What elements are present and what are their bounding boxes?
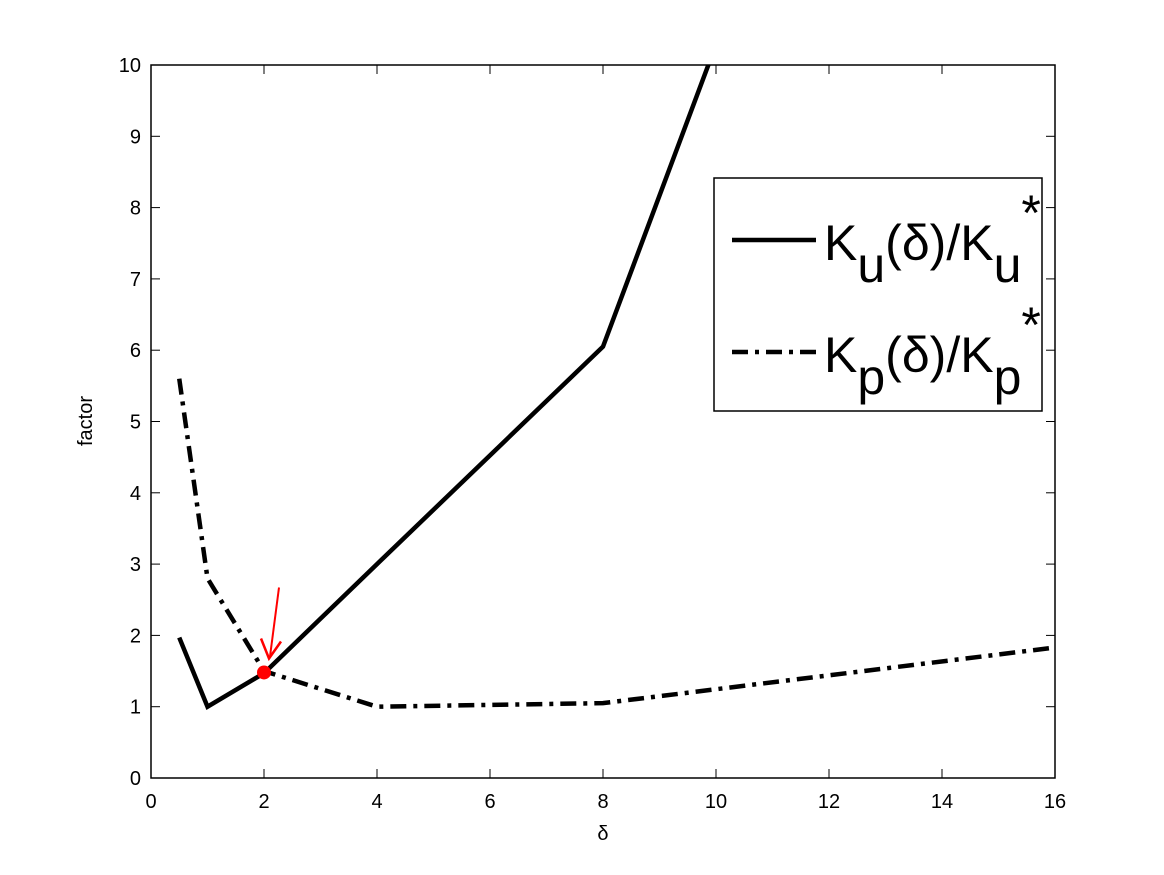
y-tick-label: 10 <box>119 55 141 77</box>
x-tick-label: 12 <box>818 791 840 813</box>
y-tick-label: 5 <box>130 412 141 434</box>
y-tick-label: 4 <box>130 483 141 505</box>
y-tick-label: 7 <box>130 269 141 291</box>
arrow-shaft <box>269 587 280 657</box>
plot-area <box>150 64 1056 779</box>
highlight-marker <box>257 665 271 680</box>
x-tick-label: 8 <box>597 791 608 813</box>
x-tick-label: 0 <box>145 791 156 813</box>
x-tick-label: 14 <box>931 791 953 813</box>
y-tick-label: 0 <box>130 768 141 790</box>
x-tick-label: 4 <box>371 791 382 813</box>
y-tick-label: 2 <box>130 625 141 647</box>
x-axis-label: δ <box>597 823 608 845</box>
x-tick-label: 10 <box>705 791 727 813</box>
series-line <box>177 65 711 710</box>
y-tick-label: 9 <box>130 126 141 148</box>
y-tick-label: 6 <box>130 340 141 362</box>
legend-box <box>713 177 1043 412</box>
legend-label: Ku(δ)/Ku* <box>824 185 1041 293</box>
y-tick-label: 3 <box>130 554 141 576</box>
legend-label: Kp(δ)/Kp* <box>824 297 1041 405</box>
x-tick-label: 6 <box>484 791 495 813</box>
y-tick-label: 8 <box>130 198 141 220</box>
arrow-head <box>259 638 283 662</box>
y-tick-label: 1 <box>130 697 141 719</box>
x-tick-label: 2 <box>258 791 269 813</box>
x-tick-label: 16 <box>1044 791 1066 813</box>
y-axis-label: factor <box>75 396 97 446</box>
lines <box>177 65 1055 710</box>
